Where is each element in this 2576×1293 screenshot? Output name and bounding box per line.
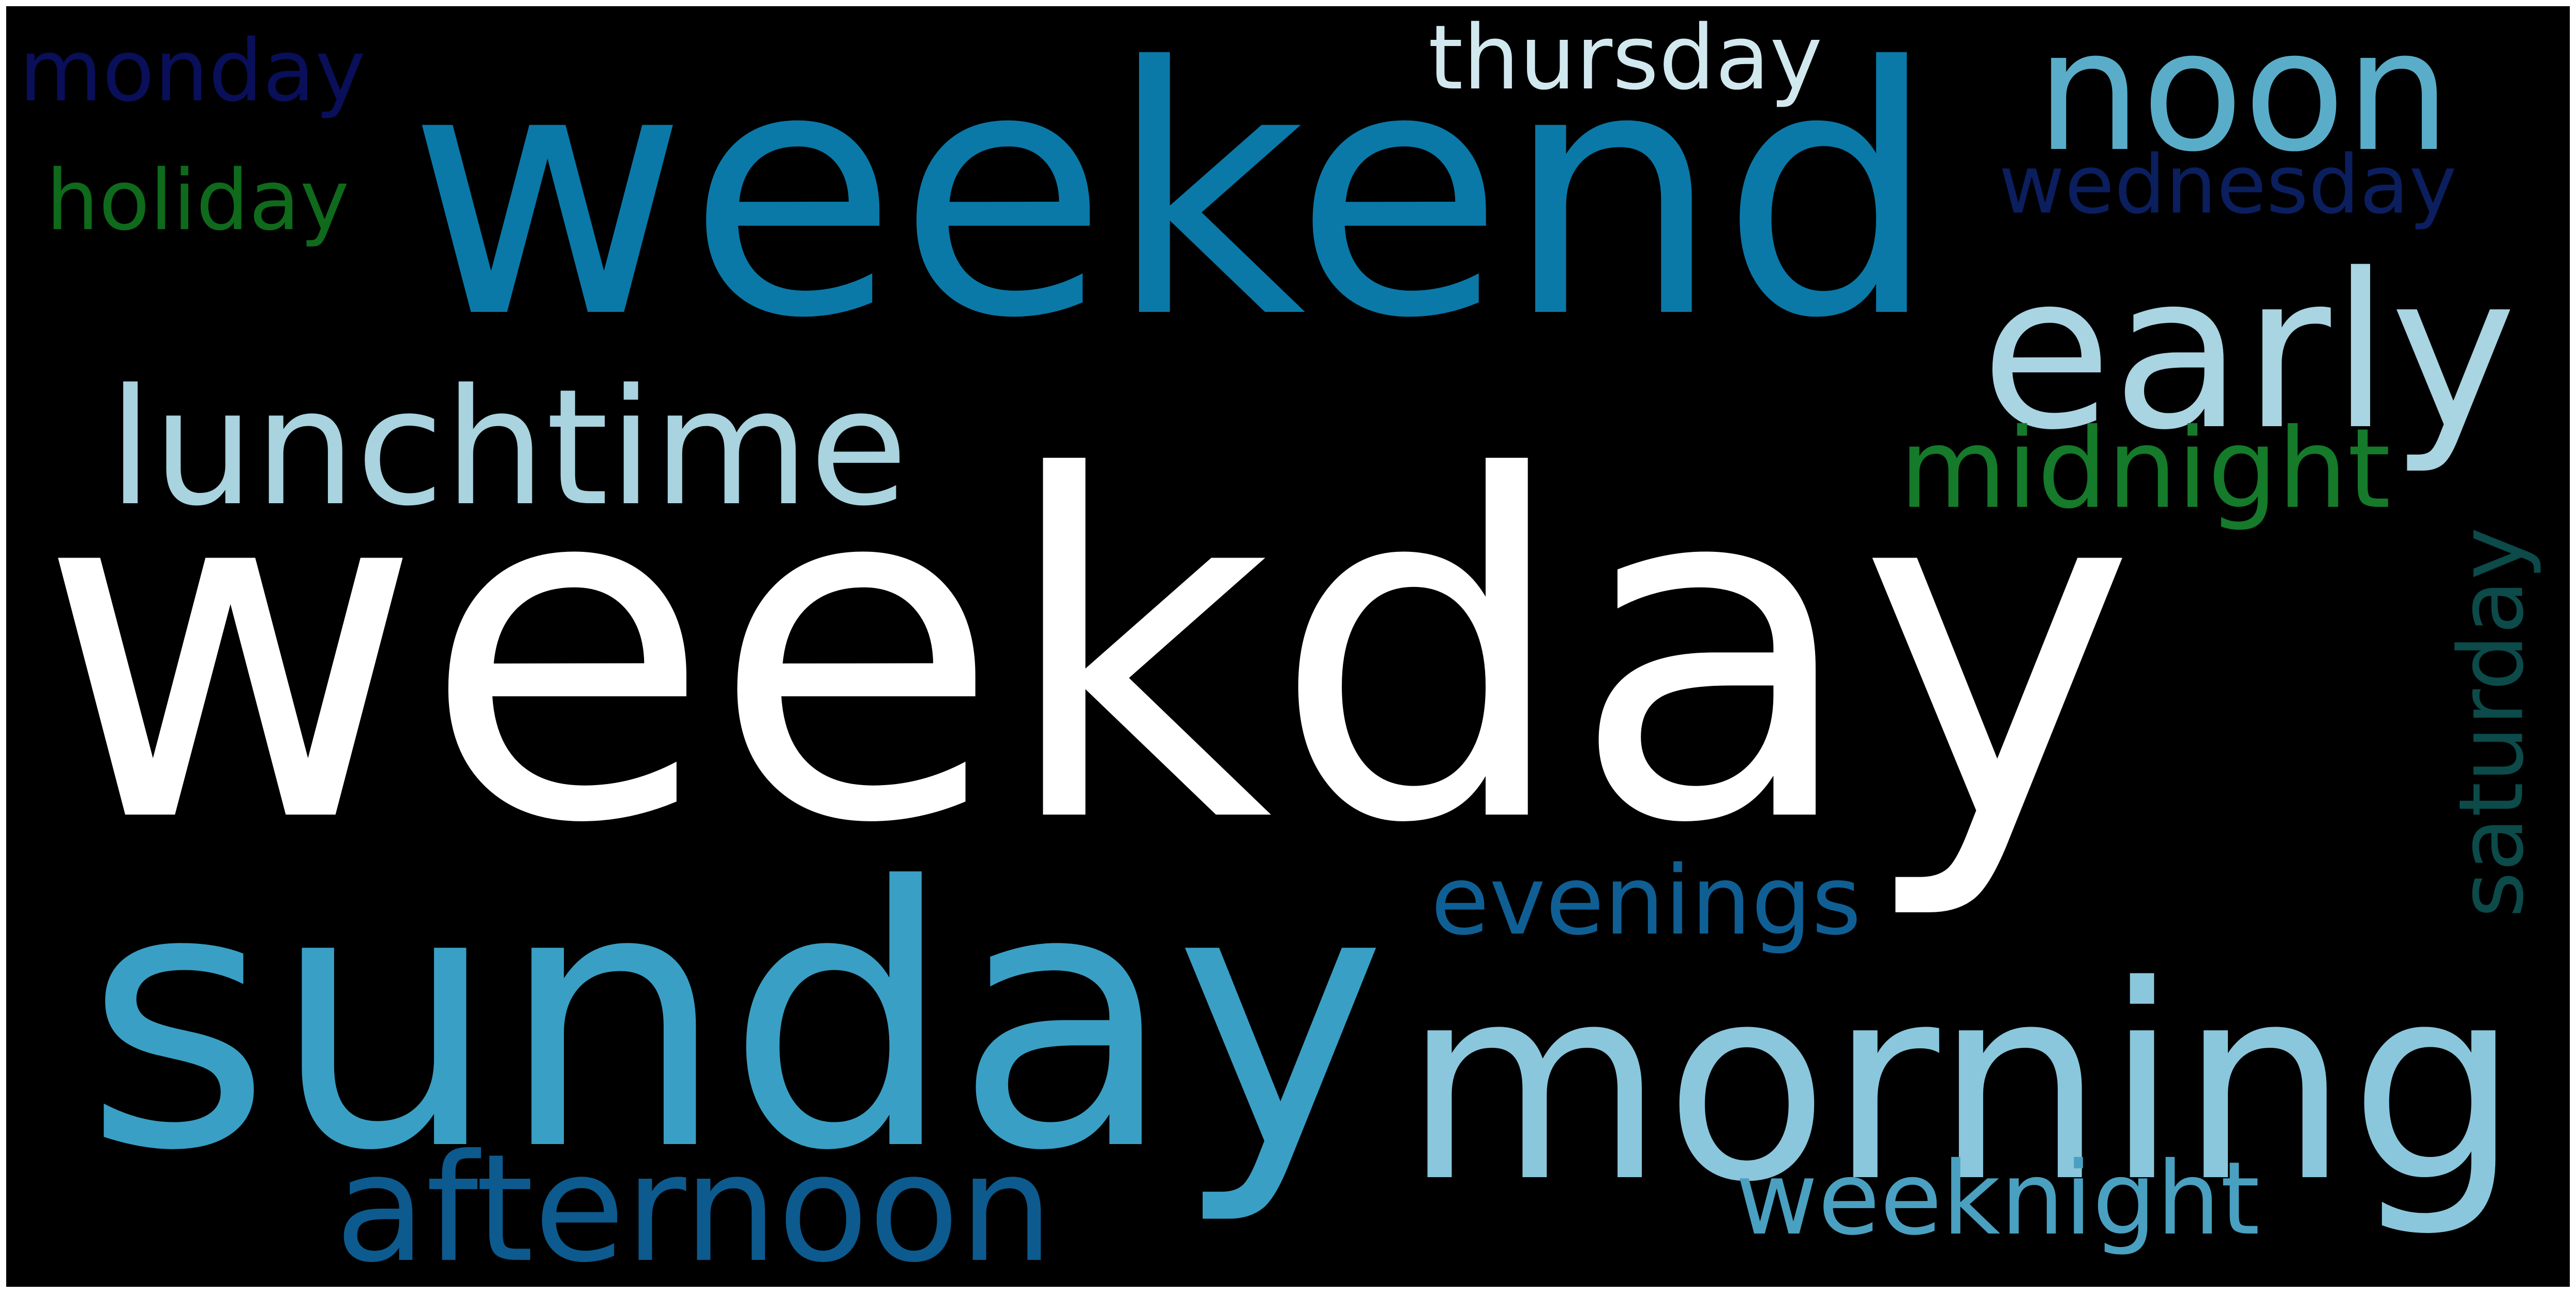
word-cloud: weekday weekend sunday morning noon earl… — [6, 6, 2570, 1287]
word-evenings: evenings — [1431, 846, 1862, 956]
word-noon: noon — [2036, 6, 2451, 188]
word-early: early — [1981, 228, 2517, 477]
word-morning: morning — [1403, 928, 2520, 1241]
word-saturday: saturday — [2439, 527, 2543, 918]
word-sunday: sunday — [84, 811, 1387, 1229]
word-wednesday: wednesday — [1999, 138, 2457, 232]
word-weekend: weekend — [408, 6, 1938, 393]
word-holiday: holiday — [46, 152, 350, 249]
word-thursday: thursday — [1428, 6, 1823, 110]
word-midnight: midnight — [1899, 404, 2391, 533]
word-weeknight: weeknight — [1735, 1139, 2260, 1257]
word-monday: monday — [19, 21, 366, 121]
word-lunchtime: lunchtime — [108, 355, 908, 542]
word-afternoon: afternoon — [335, 1122, 1054, 1287]
word-weekday: weekday — [38, 379, 2136, 926]
